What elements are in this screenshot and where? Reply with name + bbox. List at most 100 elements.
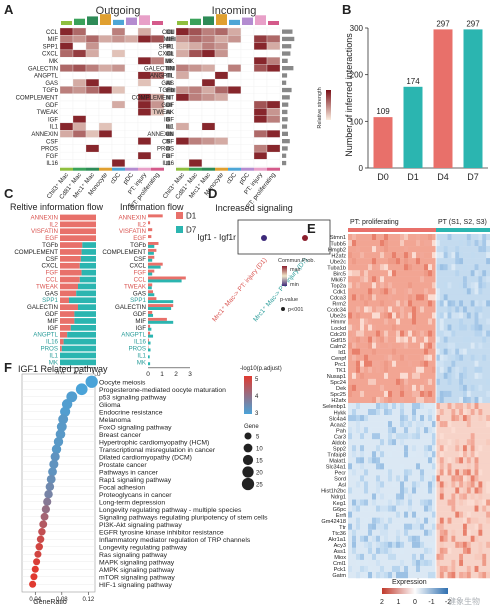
- c-flow-bar-d1: [148, 317, 167, 321]
- e-row-prolif-cell: [428, 457, 432, 464]
- f-term-dot: [33, 558, 41, 566]
- e-gene-label: Hmgb2: [328, 247, 346, 253]
- e-row-pt-cell: [486, 499, 490, 506]
- e-gene-label: Acy3: [334, 543, 346, 549]
- e-row-prolif-cell: [432, 240, 436, 247]
- e-row-pt-cell: [474, 300, 479, 307]
- e-row-prolif-cell: [420, 421, 424, 428]
- f-term-label: Rap1 signaling pathway: [99, 477, 172, 484]
- f-term-dot: [60, 406, 71, 417]
- e-row-prolif-cell: [380, 288, 384, 295]
- e-row-prolif-cell: [384, 541, 388, 549]
- e-row-pt-cell: [443, 529, 448, 536]
- incoming-cell: [175, 144, 190, 153]
- e-row-pt-cell: [470, 439, 475, 446]
- b-bar: [433, 29, 453, 169]
- c-right-tick-label: 0: [146, 371, 150, 378]
- e-row-prolif-cell: [352, 372, 356, 380]
- outgoing-cell: [124, 78, 139, 87]
- e-row-pt-cell: [482, 270, 487, 277]
- outgoing-col-color-strip: [151, 167, 164, 171]
- e-row-prolif-cell: [368, 505, 372, 512]
- e-row-prolif-cell: [428, 481, 432, 488]
- e-row-prolif-cell: [400, 354, 404, 361]
- e-row-prolif-cell: [372, 276, 376, 283]
- e-row-pt-cell: [459, 415, 463, 422]
- e-row-pt-cell: [459, 240, 463, 247]
- incoming-cell: [188, 86, 203, 94]
- e-row-pt-cell: [470, 270, 475, 277]
- e-row-prolif-cell: [356, 246, 360, 253]
- outgoing-cell: [85, 86, 100, 94]
- e-row-pt-cell: [439, 312, 444, 319]
- e-gene-label: Slc34a1: [326, 465, 346, 471]
- incoming-row-total-bar: [282, 117, 288, 122]
- e-row-prolif-cell: [432, 523, 436, 530]
- e-group-label-prolif: PT: proliferating: [350, 219, 399, 226]
- e-row-prolif-cell: [420, 306, 424, 313]
- e-row-pt-cell: [478, 409, 483, 416]
- outgoing-col-color-strip: [125, 167, 138, 171]
- incoming-cell: [240, 108, 255, 116]
- e-row-prolif-cell: [376, 445, 380, 452]
- e-row-prolif-cell: [360, 390, 364, 398]
- outgoing-col-total-bar: [100, 14, 111, 25]
- incoming-cell: [266, 151, 281, 160]
- c-flow-bar-d1: [148, 338, 149, 342]
- e-row-pt-cell: [439, 324, 444, 331]
- e-row-prolif-cell: [420, 553, 424, 561]
- e-row-prolif-cell: [428, 463, 432, 470]
- e-row-prolif-cell: [396, 336, 400, 343]
- e-row-pt-cell: [482, 559, 487, 567]
- incoming-cell: [214, 100, 229, 109]
- e-row-prolif-cell: [404, 372, 408, 380]
- e-row-pt-cell: [466, 390, 471, 398]
- outgoing-cell: [85, 108, 100, 116]
- e-row-pt-cell: [443, 565, 448, 573]
- e-row-prolif-cell: [416, 433, 420, 440]
- c-relative-bar-d1: [60, 331, 68, 338]
- e-gene-label: Asl: [338, 483, 346, 489]
- b-y-tick-label: 0: [359, 164, 364, 173]
- panel-c-information-flow: Reltive information flow Information flo…: [10, 202, 197, 378]
- e-row-prolif-cell: [384, 402, 388, 410]
- e-row-pt-cell: [466, 288, 471, 295]
- incoming-cell: [175, 159, 190, 167]
- e-row-pt-cell: [447, 366, 452, 374]
- e-row-prolif-cell: [388, 517, 392, 524]
- c-legend-label: D7: [186, 226, 197, 235]
- pathway-label-incoming: IL16: [162, 161, 174, 167]
- f-term-label: Melanoma: [99, 417, 131, 424]
- e-row-pt-cell: [436, 240, 440, 247]
- outgoing-cell: [59, 159, 74, 167]
- e-row-pt-cell: [443, 354, 448, 361]
- e-row-pt-cell: [439, 529, 444, 536]
- e-row-pt-cell: [478, 445, 483, 452]
- e-row-prolif-cell: [348, 336, 352, 343]
- e-gene-label: Pck1: [334, 567, 346, 573]
- e-row-prolif-cell: [388, 282, 392, 289]
- e-row-pt-cell: [478, 342, 483, 349]
- outgoing-col-total-bar: [61, 21, 72, 25]
- pathway-label-outgoing: MK: [49, 59, 58, 65]
- e-row-pt-cell: [470, 517, 475, 524]
- e-row-prolif-base: [348, 240, 436, 247]
- e-row-prolif-cell: [376, 547, 380, 555]
- e-row-prolif-cell: [392, 252, 396, 259]
- e-row-prolif-cell: [356, 270, 360, 277]
- e-gene-label: Ndrg1: [331, 495, 346, 501]
- e-row-pt-cell: [443, 294, 448, 301]
- c-relative-bar-d1: [60, 269, 82, 276]
- e-row-prolif-cell: [404, 234, 408, 241]
- e-row-prolif-cell: [356, 505, 360, 512]
- outgoing-cell: [98, 27, 113, 36]
- e-row-prolif-cell: [420, 402, 424, 410]
- e-row-prolif-cell: [388, 493, 392, 500]
- incoming-cell: [266, 49, 281, 58]
- e-row-pt-cell: [447, 421, 452, 428]
- f-term-dot: [44, 490, 53, 499]
- e-row-pt-cell: [451, 360, 456, 367]
- e-row-pt-cell: [447, 300, 452, 307]
- incoming-cell: [188, 151, 203, 160]
